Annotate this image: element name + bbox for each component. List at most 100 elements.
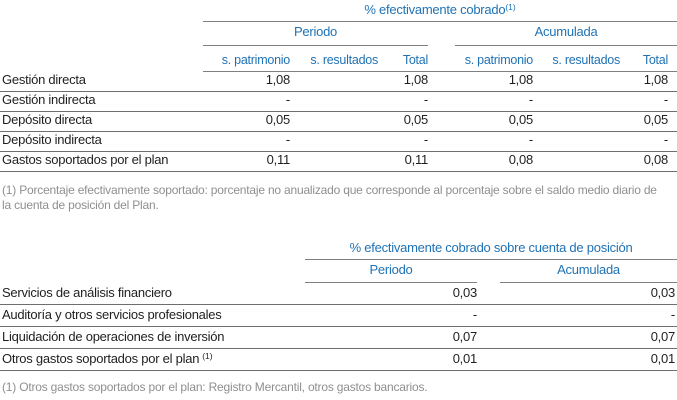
row-label: Otros gastos soportados por el plan (1): [0, 348, 305, 371]
table-row: Depósito indirecta - - - -: [0, 131, 677, 152]
table1-title-row: % efectivamente cobrado(1): [0, 0, 677, 22]
column-header-periodo: Periodo: [305, 259, 477, 283]
value-cell: 1,08: [620, 71, 668, 92]
column-header: s. resultados: [290, 45, 378, 72]
value-cell: -: [305, 304, 477, 327]
group-header-periodo: Periodo: [203, 21, 428, 46]
right-pad-cell: [668, 111, 677, 132]
value-cell: 0,01: [305, 348, 477, 371]
right-pad-cell: [675, 304, 677, 327]
position-account-fees-table: % efectivamente cobrado sobre cuenta de …: [0, 238, 677, 371]
footnote-2: (1) Otros gastos soportados por el plan:…: [2, 380, 428, 394]
row-footnote-ref: (1): [202, 350, 213, 361]
value-cell: 1,08: [203, 71, 290, 92]
table1-column-header-row: s. patrimonio s. resultados Total s. pat…: [0, 45, 677, 72]
right-pad-cell: [668, 71, 677, 92]
table-row: Liquidación de operaciones de inversión 0…: [0, 326, 677, 349]
value-cell: -: [500, 304, 675, 327]
table-row: Gestión indirecta - - - -: [0, 91, 677, 112]
column-gap: [428, 45, 455, 72]
table-row: Gastos soportados por el plan 0,11 0,11 0,0…: [0, 151, 677, 172]
row-label: Gestión indirecta: [0, 91, 203, 112]
value-cell: -: [455, 131, 533, 152]
value-cell: -: [455, 91, 533, 112]
row-label-text: Auditoría y otros servicios profesionale…: [2, 306, 222, 322]
value-cell: [290, 151, 378, 172]
table-row: Gestión directa 1,08 1,08 1,08 1,08: [0, 71, 677, 92]
empty-cell: [0, 0, 203, 21]
table1-title-footnote-ref: (1): [505, 1, 516, 12]
table2-body: Servicios de análisis financiero 0,03 0,03…: [0, 282, 677, 371]
right-pad-cell: [668, 131, 677, 152]
value-cell: 0,05: [455, 111, 533, 132]
empty-cell: [0, 21, 203, 45]
value-cell: 0,01: [500, 348, 675, 371]
empty-cell: [0, 259, 305, 282]
row-label: Auditoría y otros servicios profesionale…: [0, 304, 305, 327]
value-cell: 0,05: [620, 111, 668, 132]
row-label: Depósito indirecta: [0, 131, 203, 152]
column-gap: [477, 326, 500, 349]
fees-charged-table: % efectivamente cobrado(1) Periodo Acumu…: [0, 0, 677, 172]
row-label-text: Otros gastos soportados por el plan: [2, 350, 200, 366]
table-row: Servicios de análisis financiero 0,03 0,03: [0, 282, 677, 305]
column-header-acumulada: Acumulada: [500, 259, 677, 283]
value-cell: [533, 131, 620, 152]
value-cell: -: [203, 131, 290, 152]
column-header: Total: [378, 45, 428, 72]
column-header: Total: [620, 45, 668, 72]
value-cell: [533, 91, 620, 112]
value-cell: -: [378, 131, 428, 152]
empty-cell: [0, 238, 305, 259]
row-label: Liquidación de operaciones de inversión: [0, 326, 305, 349]
row-label: Depósito directa: [0, 111, 203, 132]
value-cell: 0,07: [500, 326, 675, 349]
value-cell: 0,05: [378, 111, 428, 132]
value-cell: -: [378, 91, 428, 112]
column-gap: [477, 304, 500, 327]
column-gap: [428, 71, 455, 92]
row-label: Servicios de análisis financiero: [0, 282, 305, 305]
table2-title: % efectivamente cobrado sobre cuenta de …: [305, 238, 677, 260]
value-cell: 0,11: [203, 151, 290, 172]
row-label-text: Liquidación de operaciones de inversión: [2, 328, 225, 344]
column-gap: [477, 259, 500, 282]
value-cell: [533, 71, 620, 92]
row-label-text: Servicios de análisis financiero: [2, 284, 172, 300]
value-cell: 0,03: [305, 282, 477, 305]
column-gap: [428, 111, 455, 132]
column-gap: [428, 131, 455, 152]
column-gap: [477, 282, 500, 305]
right-pad-cell: [675, 348, 677, 371]
column-header: s. patrimonio: [203, 45, 290, 72]
row-label: Gastos soportados por el plan: [0, 151, 203, 172]
table-row: Depósito directa 0,05 0,05 0,05 0,05: [0, 111, 677, 132]
value-cell: [533, 111, 620, 132]
column-gap: [428, 151, 455, 172]
table-row: Auditoría y otros servicios profesionale…: [0, 304, 677, 327]
right-pad-cell: [668, 151, 677, 172]
column-gap: [428, 91, 455, 112]
value-cell: 1,08: [455, 71, 533, 92]
column-header: s. resultados: [533, 45, 620, 72]
value-cell: 0,11: [378, 151, 428, 172]
table1-body: Gestión directa 1,08 1,08 1,08 1,08 Gestión i…: [0, 71, 677, 172]
value-cell: -: [203, 91, 290, 112]
empty-cell: [0, 45, 203, 71]
table1-group-header-row: Periodo Acumulada: [0, 21, 677, 46]
table1-title-text: % efectivamente cobrado: [364, 1, 506, 17]
table2-column-header-row: Periodo Acumulada: [0, 259, 677, 283]
value-cell: [290, 131, 378, 152]
footnote-1: (1) Porcentaje efectivamente soportado: …: [2, 183, 657, 212]
right-pad-cell: [675, 282, 677, 305]
value-cell: 0,03: [500, 282, 675, 305]
value-cell: [290, 91, 378, 112]
group-header-acumulada: Acumulada: [455, 21, 677, 46]
value-cell: 0,07: [305, 326, 477, 349]
column-gap: [428, 21, 455, 45]
right-pad-cell: [668, 45, 677, 72]
value-cell: 0,08: [455, 151, 533, 172]
table-row: Otros gastos soportados por el plan (1) 0,…: [0, 348, 677, 371]
value-cell: 0,05: [203, 111, 290, 132]
column-gap: [477, 348, 500, 371]
